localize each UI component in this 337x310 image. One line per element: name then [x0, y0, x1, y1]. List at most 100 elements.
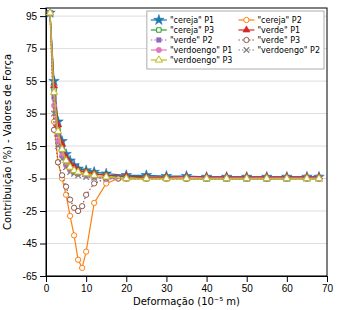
tick: 60 [282, 276, 294, 294]
plot: 010203040506070-65-45-25-51535557595"cer… [23, 7, 334, 294]
axis-line [47, 277, 328, 283]
legend-label: "cereja" P1 [170, 16, 214, 25]
legend-entry: "verdoengo" P1 [151, 46, 233, 55]
legend-marker [244, 47, 250, 53]
tick: -25 [23, 206, 46, 217]
tick-label: 95 [26, 11, 38, 22]
marker [283, 174, 290, 180]
legend-label: "cereja" P3 [170, 26, 214, 35]
legend-marker [154, 14, 164, 24]
legend-marker [244, 17, 249, 22]
marker [63, 157, 70, 163]
tick: 75 [26, 43, 46, 54]
tick: 10 [81, 276, 93, 294]
tick-mark [166, 276, 167, 282]
tick: -45 [23, 238, 46, 249]
y-axis-label: Contribuição (%) - Valores de Força [2, 54, 13, 230]
tick-label: 20 [121, 283, 133, 294]
tick: 15 [26, 141, 46, 152]
tick: 40 [202, 276, 214, 294]
tick-mark [247, 276, 248, 282]
tick-mark [40, 244, 46, 245]
tick-label: 0 [44, 283, 50, 294]
x-axis: 010203040506070 [44, 276, 334, 294]
legend-entry: "verdoengo" P3 [151, 56, 233, 65]
tick-mark [40, 16, 46, 17]
marker [263, 174, 270, 180]
legend: "cereja" P1"cereja" P2"cereja" P3"verde"… [147, 11, 324, 69]
marker [63, 184, 68, 189]
series [47, 10, 321, 270]
tick: 30 [161, 276, 173, 294]
marker [50, 88, 57, 94]
series [48, 11, 321, 181]
x-axis-label: Deformação (10⁻⁵ m) [133, 296, 240, 307]
line [50, 13, 319, 179]
legend-marker [157, 28, 161, 32]
marker [223, 174, 230, 180]
tick-mark [287, 276, 288, 282]
line [50, 13, 319, 179]
marker [92, 181, 97, 186]
legend-entry: "verde" P2 [151, 36, 213, 45]
marker [58, 145, 65, 151]
legend-label: "verde" P1 [257, 26, 300, 35]
marker [75, 168, 82, 174]
legend-entry: "verdoengo" P2 [238, 46, 320, 55]
tick-mark [327, 276, 328, 282]
grid-line [46, 211, 327, 212]
tick-mark [207, 276, 208, 282]
tick-mark [40, 81, 46, 82]
legend-label: "verde" P2 [170, 36, 213, 45]
marker [92, 200, 97, 205]
series [46, 9, 322, 179]
tick-label: 10 [81, 283, 93, 294]
marker [75, 257, 80, 262]
marker [183, 174, 190, 180]
marker [243, 174, 250, 180]
series [46, 9, 322, 181]
series-group [46, 8, 324, 271]
tick: 0 [44, 276, 50, 294]
grid-line [46, 81, 327, 82]
legend-marker [244, 37, 249, 42]
tick-mark [40, 276, 46, 277]
tick-label: 70 [322, 283, 334, 294]
tick-mark [126, 276, 127, 282]
marker [79, 204, 84, 209]
marker [203, 174, 210, 180]
tick-label: 35 [26, 108, 38, 119]
series [46, 8, 324, 181]
marker [163, 174, 170, 180]
marker [46, 9, 53, 15]
marker [63, 192, 68, 197]
legend-entry: "cereja" P3 [151, 26, 214, 35]
tick: 35 [26, 108, 46, 119]
marker [71, 233, 76, 238]
tick: 20 [121, 276, 133, 294]
line [50, 13, 319, 179]
line [50, 13, 319, 179]
tick: 95 [26, 11, 46, 22]
line [50, 13, 319, 211]
tick-label: -5 [28, 173, 37, 184]
marker [54, 127, 61, 133]
marker [91, 171, 98, 177]
tick-label: 60 [282, 283, 294, 294]
series [47, 10, 321, 181]
chart: 010203040506070-65-45-25-51535557595"cer… [0, 0, 337, 310]
tick-label: 30 [161, 283, 173, 294]
tick-mark [40, 146, 46, 147]
series [47, 10, 321, 213]
marker [67, 197, 72, 202]
legend-marker [243, 26, 250, 32]
marker [123, 174, 130, 180]
legend-label: "cereja" P2 [257, 16, 301, 25]
marker [79, 265, 84, 270]
legend-box [147, 11, 324, 69]
legend-label: "verdoengo" P3 [170, 56, 233, 65]
legend-entry: "verde" P3 [238, 36, 300, 45]
marker [46, 9, 53, 15]
marker [83, 192, 88, 197]
line [50, 13, 319, 177]
